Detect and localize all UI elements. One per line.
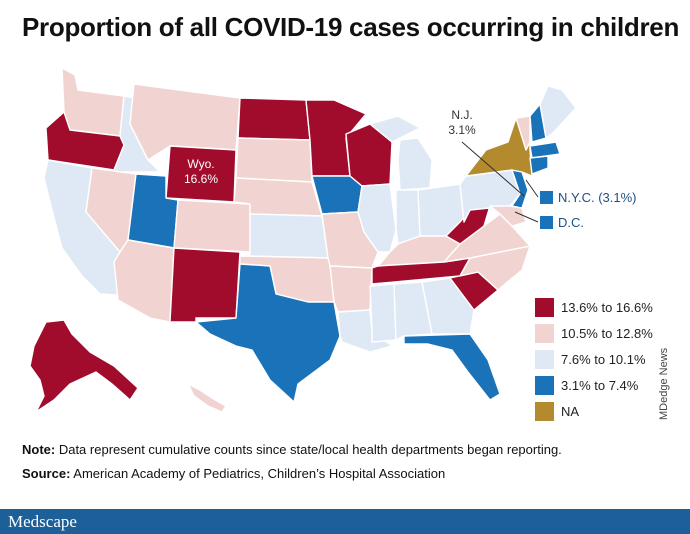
legend-label: 3.1% to 7.4% (561, 377, 639, 393)
credit-label: MDedge News (658, 347, 670, 420)
dc-marker (540, 216, 553, 229)
source-line: Source: American Academy of Pediatrics, … (22, 466, 445, 481)
wyoming-name: Wyo. (187, 157, 215, 171)
page-title: Proportion of all COVID-19 cases occurri… (22, 12, 680, 42)
nj-callout: N.J. 3.1% (444, 108, 480, 138)
state-connecticut (529, 155, 549, 175)
state-texas (195, 263, 341, 403)
nj-name: N.J. (451, 108, 473, 122)
state-florida (403, 333, 501, 401)
legend-label: NA (561, 403, 580, 419)
state-kansas (249, 213, 329, 259)
legend-swatch (535, 297, 554, 317)
note-text: Data represent cumulative counts since s… (55, 442, 562, 457)
footer-bar: Medscape (0, 509, 690, 534)
state-north-dakota (237, 97, 311, 141)
note-label: Note: (22, 442, 56, 457)
state-washington (61, 67, 125, 137)
source-text: American Academy of Pediatrics, Children… (70, 466, 446, 481)
legend-item: 3.1% to 7.4% (535, 374, 653, 396)
us-map (29, 67, 577, 413)
legend-item: NA (535, 400, 653, 422)
legend-swatch (535, 349, 554, 369)
state-new-mexico (169, 247, 241, 323)
state-mississippi (369, 283, 397, 343)
legend-item: 13.6% to 16.6% (535, 296, 653, 318)
source-label: Source: (22, 466, 71, 481)
state-colorado (173, 199, 251, 253)
state-maryland (489, 205, 527, 227)
legend-swatch (535, 401, 554, 421)
nyc-pointer (525, 179, 539, 198)
note-line: Note: Data represent cumulative counts s… (22, 442, 562, 457)
legend-label: 10.5% to 12.8% (561, 325, 653, 341)
state-massachusetts (529, 141, 561, 159)
wyoming-label: Wyo. 16.6% (180, 157, 222, 187)
state-hawaii (187, 383, 227, 413)
legend-item: 7.6% to 10.1% (535, 348, 653, 370)
state-vermont (515, 115, 531, 151)
legend-label: 7.6% to 10.1% (561, 351, 646, 367)
wyoming-value: 16.6% (183, 172, 219, 186)
dc-pointer (514, 211, 539, 223)
state-indiana (395, 189, 421, 245)
nyc-marker (540, 191, 553, 204)
nj-value: 3.1% (448, 123, 476, 137)
legend-swatch (535, 375, 554, 395)
state-georgia (421, 277, 475, 335)
nyc-label: N.Y.C. (3.1%) (558, 190, 637, 205)
legend: 13.6% to 16.6% 10.5% to 12.8% 7.6% to 10.1… (535, 296, 653, 426)
state-arkansas (329, 265, 373, 313)
nj-pointer (461, 141, 525, 197)
state-illinois (357, 183, 397, 253)
state-alaska (29, 319, 139, 413)
legend-item: 10.5% to 12.8% (535, 322, 653, 344)
legend-label: 13.6% to 16.6% (561, 299, 653, 315)
legend-swatch (535, 323, 554, 343)
footer-brand[interactable]: Medscape (8, 512, 77, 531)
dc-label: D.C. (558, 215, 584, 230)
state-arizona (113, 239, 175, 323)
state-south-dakota (235, 137, 313, 183)
state-maine (539, 85, 577, 139)
